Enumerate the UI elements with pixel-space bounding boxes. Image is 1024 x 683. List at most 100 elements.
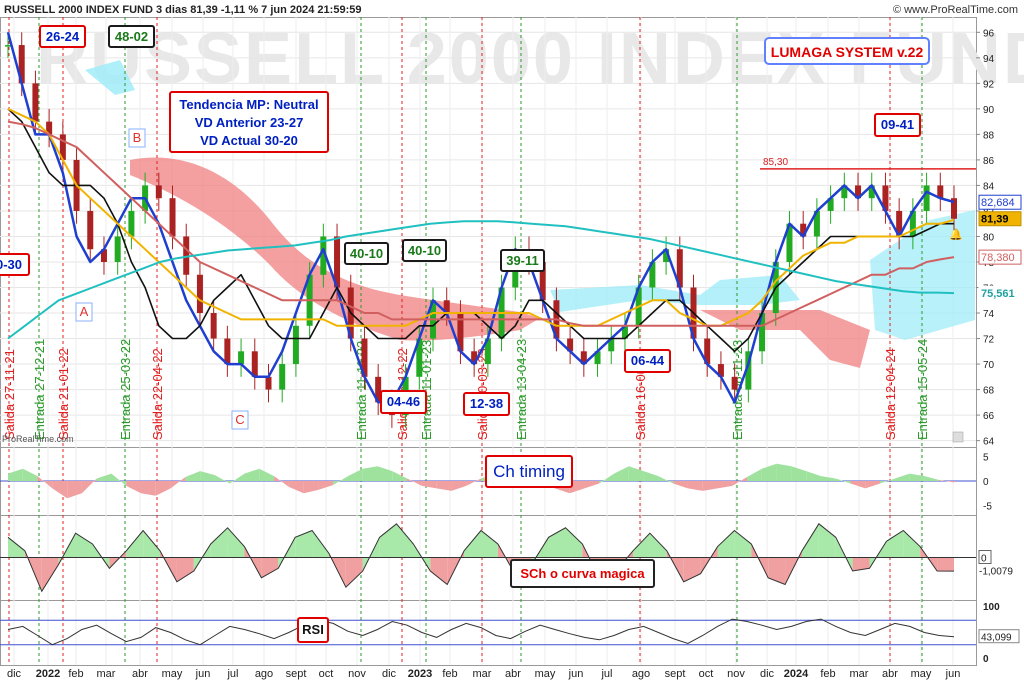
candle-body <box>224 338 231 365</box>
ch-area-segment <box>185 471 201 481</box>
rsi-value-label: 43,099 <box>981 633 1012 644</box>
candle-body <box>800 223 807 237</box>
signal-label-salida: Salida 22-04-22 <box>150 348 165 440</box>
sch-value-label: -1,0079 <box>979 567 1013 578</box>
x-tick-label: nov <box>727 668 745 680</box>
site-credit: © www.ProRealTime.com <box>893 4 1018 16</box>
candle-body <box>663 249 670 262</box>
sch-area-segment <box>649 533 667 558</box>
ch-area-segment <box>22 468 38 481</box>
box-40-10-a: 40-10 <box>344 242 389 265</box>
series-ma_blue <box>6 31 955 404</box>
sch-area-segment <box>41 557 59 592</box>
candle-body <box>717 364 724 377</box>
sch-area-segment <box>464 530 481 558</box>
series-ma_teal <box>7 220 955 340</box>
candle-body <box>827 198 834 211</box>
candle-body <box>87 210 94 250</box>
chart-title: RUSSELL 2000 INDEX FUND 3 dias 81,39 -1,… <box>4 4 361 16</box>
y-tick-label: 96 <box>983 28 995 39</box>
ch-area-segment <box>244 468 260 481</box>
box-0-30: 0-30 <box>0 253 30 276</box>
ch-area-segment <box>347 468 363 481</box>
ch-area-segment <box>333 476 348 485</box>
sch-area-segment <box>768 557 786 585</box>
x-tick-label: feb <box>820 668 835 680</box>
ch-area-segment <box>628 466 644 481</box>
ch-timing-label: Ch timing <box>485 455 573 488</box>
x-tick-label: jun <box>568 668 584 680</box>
ch-area-segment <box>274 476 289 487</box>
sch-area-segment <box>312 530 329 558</box>
candle-body <box>59 134 66 160</box>
sch-label: SCh o curva magica <box>510 559 655 588</box>
tendencia-line-1: Tendencia MP: Neutral <box>179 97 319 112</box>
box-12-38: 12-38 <box>463 392 510 416</box>
y-tick-label: 84 <box>983 181 995 192</box>
x-tick-label: mar <box>850 668 869 680</box>
signal-label-entrada: Entrada 27-12-21 <box>32 339 47 440</box>
y-tick-label: 64 <box>983 437 995 448</box>
sch-area-segment <box>227 527 245 558</box>
ch-area-segment <box>806 471 821 481</box>
ch-area-segment <box>791 466 807 481</box>
sch-area-segment <box>176 557 194 582</box>
x-tick-label: abr <box>132 668 148 680</box>
cloud-cyan-2 <box>550 275 800 312</box>
ch-area-segment <box>835 478 851 484</box>
series-ma_yellow <box>7 107 955 327</box>
candle-body <box>882 185 889 211</box>
sch-area-segment <box>818 523 836 558</box>
sch-area-segment <box>261 557 279 578</box>
ch-area-segment <box>820 476 836 481</box>
y-tick-label: 90 <box>983 105 995 116</box>
letter-A: A <box>80 304 89 319</box>
ch-y-tick: 0 <box>983 477 989 488</box>
x-tick-label: abr <box>882 668 898 680</box>
letter-box <box>231 410 249 430</box>
cloud-cyan-1 <box>85 60 135 95</box>
ch-area-segment <box>155 481 171 496</box>
signal-label-entrada: Entrada 08-11-23 <box>730 340 745 440</box>
signal-label-entrada: Entrada 15-05-24 <box>915 339 930 440</box>
x-tick-label: mar <box>473 668 492 680</box>
sch-area-segment <box>481 530 498 558</box>
candle-body <box>279 364 286 390</box>
level-label: 85,30 <box>763 157 788 168</box>
ch-area-segment <box>259 468 275 481</box>
x-tick-label: sept <box>286 668 307 680</box>
candle-body <box>580 351 587 365</box>
ch-y-tick: -5 <box>983 502 992 513</box>
y-tick-label: 86 <box>983 156 995 167</box>
candle-body <box>745 351 752 390</box>
rsi-line <box>7 618 955 646</box>
ch-area-segment <box>732 477 748 486</box>
sch-line <box>7 523 955 593</box>
ch-area-segment <box>111 473 127 486</box>
x-tick-label: 2024 <box>784 668 809 680</box>
x-tick-label: feb <box>442 668 457 680</box>
candle-body <box>594 351 601 365</box>
candle-body <box>909 210 916 237</box>
sch-area-segment <box>734 530 752 558</box>
candle-body <box>786 223 793 262</box>
ch-area-segment <box>643 471 659 481</box>
sch-area-segment <box>430 557 448 585</box>
value-label-box <box>978 211 1022 227</box>
ch-y-tick: 5 <box>983 452 989 463</box>
ch-area-segment <box>229 473 245 484</box>
ch-area-segment <box>436 481 452 491</box>
x-tick-label: abr <box>505 668 521 680</box>
ch-area-segment <box>776 463 792 481</box>
candle-body <box>375 376 382 403</box>
y-tick-label: 94 <box>983 54 995 65</box>
sch-area-segment <box>126 530 144 558</box>
sch-area-segment <box>396 523 414 558</box>
candle-body <box>238 351 245 365</box>
box-26-24: 26-24 <box>39 25 86 48</box>
ch-area-segment <box>451 481 467 491</box>
x-tick-label: may <box>162 668 183 680</box>
candle-body <box>841 185 848 199</box>
series-ma_red <box>7 120 955 327</box>
